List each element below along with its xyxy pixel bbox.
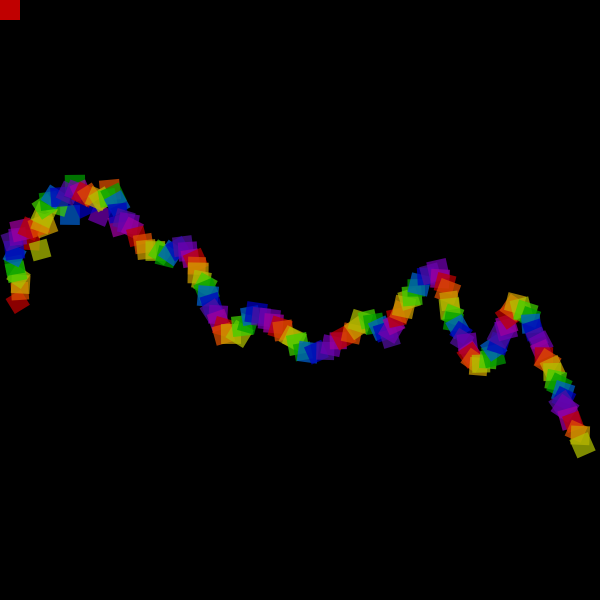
color-tile <box>569 432 596 459</box>
corner-square <box>0 0 20 20</box>
color-tile <box>28 238 52 262</box>
